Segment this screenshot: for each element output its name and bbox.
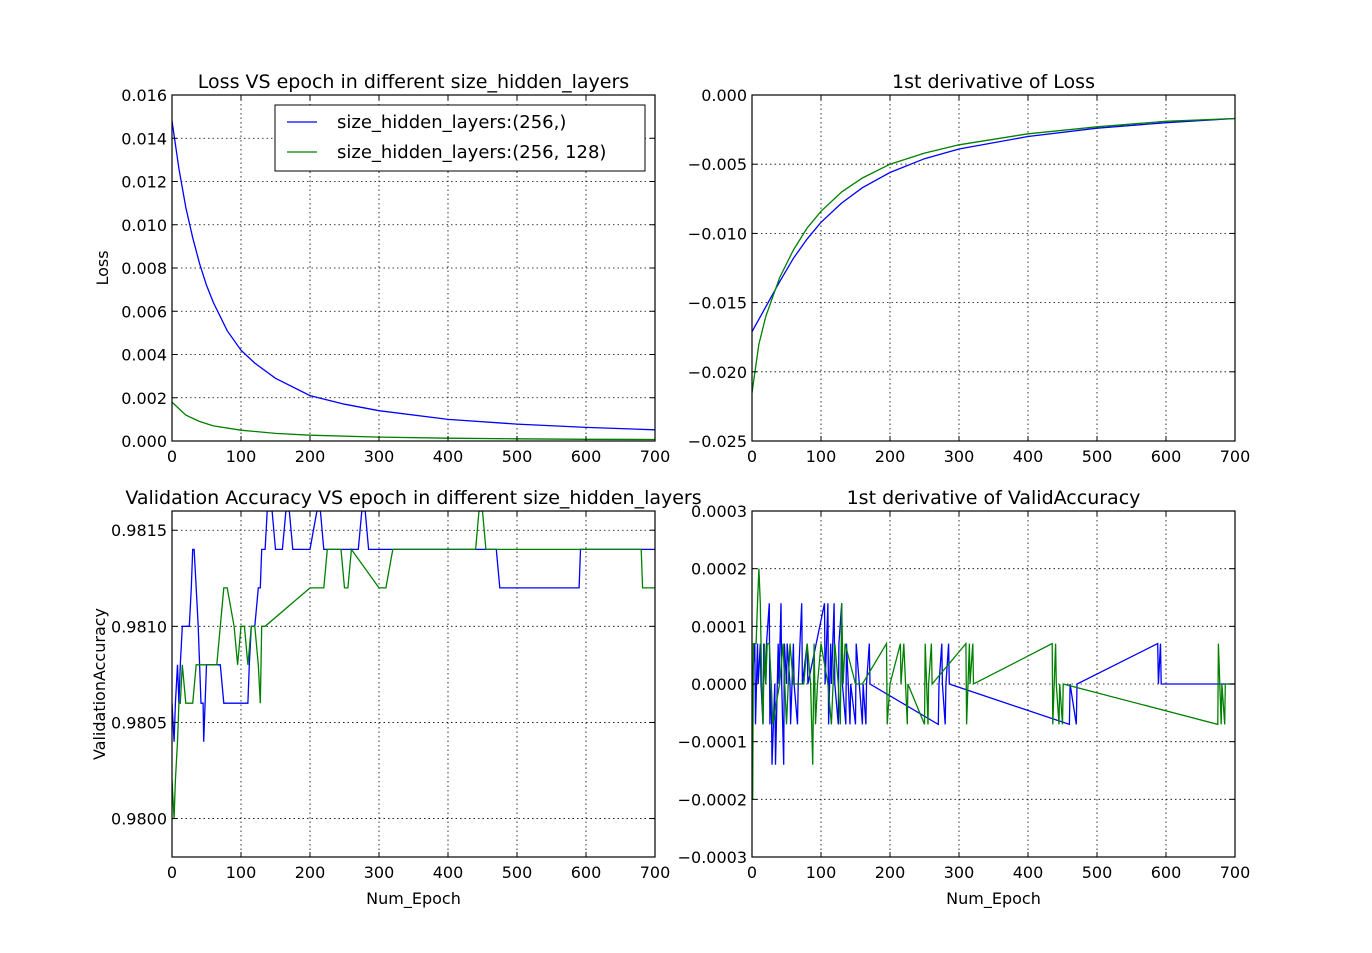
y-tick-label: 0.0001 (691, 617, 747, 636)
x-tick-label: 300 (944, 447, 975, 466)
x-tick-label: 700 (640, 863, 671, 882)
series-line-2 (172, 511, 655, 819)
axes-frame (751, 94, 1236, 442)
y-tick-label: 0.0000 (691, 675, 747, 694)
x-tick-label: 700 (640, 447, 671, 466)
y-tick-label: −0.020 (688, 363, 747, 382)
chart-title: Validation Accuracy VS epoch in differen… (125, 487, 701, 509)
x-tick-label: 300 (364, 863, 395, 882)
series-line-1 (752, 117, 1235, 333)
x-tick-label: 100 (806, 863, 837, 882)
x-tick-label: 400 (433, 863, 464, 882)
x-tick-label: 0 (167, 447, 177, 466)
x-tick-label: 700 (1220, 863, 1251, 882)
y-tick-label: −0.010 (688, 224, 747, 243)
x-tick-label: 0 (747, 863, 757, 882)
y-tick-label: 0.010 (121, 216, 167, 235)
y-tick-label: 0.014 (121, 129, 167, 148)
y-tick-label: 0.012 (121, 173, 167, 192)
x-tick-label: 600 (571, 863, 602, 882)
y-tick-label: 0.016 (121, 86, 167, 105)
legend: size_hidden_layers:(256,) size_hidden_lay… (274, 104, 646, 172)
y-tick-label: 0.9815 (111, 521, 167, 540)
x-tick-label: 400 (1013, 863, 1044, 882)
y-tick-label: 0.0003 (691, 502, 747, 521)
legend-box (274, 104, 646, 172)
x-tick-label: 600 (571, 447, 602, 466)
y-axis-label: ValidationAccuracy (90, 608, 109, 760)
panel-loss-derivative: 0 100 200 300 400 500 600 700 −0.025 −0.020 −0.015… (688, 71, 1250, 466)
axes-frame (171, 510, 656, 858)
x-tick-label: 300 (364, 447, 395, 466)
series-line-2 (172, 401, 655, 441)
series-line-2 (752, 568, 1235, 800)
x-tick-label: 100 (806, 447, 837, 466)
y-tick-label: 0.004 (121, 346, 167, 365)
y-tick-label: 0.002 (121, 389, 167, 408)
x-tick-label: 200 (295, 447, 326, 466)
y-tick-label: 0.000 (121, 432, 167, 451)
legend-label-2: size_hidden_layers:(256, 128) (337, 142, 606, 163)
chart-title: Loss VS epoch in different size_hidden_l… (198, 71, 629, 93)
x-tick-label: 400 (1013, 447, 1044, 466)
series-line-1 (172, 511, 655, 742)
series-line-2 (752, 117, 1235, 393)
y-tick-label: −0.015 (688, 294, 747, 313)
y-tick-label: 0.9800 (111, 810, 167, 829)
x-tick-label: 200 (875, 863, 906, 882)
x-tick-label: 500 (502, 447, 533, 466)
y-tick-label: 0.9805 (111, 713, 167, 732)
x-tick-label: 600 (1151, 863, 1182, 882)
y-tick-label: −0.025 (688, 432, 747, 451)
x-tick-label: 500 (1082, 447, 1113, 466)
y-tick-label: −0.0001 (678, 733, 747, 752)
panel-validation-accuracy-derivative: 0 100 200 300 400 500 600 700 −0.0003 −0.0002 −0.0… (678, 487, 1251, 909)
x-tick-label: 100 (226, 447, 257, 466)
x-tick-label: 0 (167, 863, 177, 882)
legend-label-1: size_hidden_layers:(256,) (337, 112, 566, 133)
y-tick-label: 0.008 (121, 259, 167, 278)
panel-validation-accuracy: 0 100 200 300 400 500 600 700 0.9800 0.9805 0.9810… (90, 487, 702, 909)
x-axis-label: Num_Epoch (366, 889, 461, 909)
series-line-1 (172, 120, 655, 431)
x-tick-label: 400 (433, 447, 464, 466)
x-tick-label: 300 (944, 863, 975, 882)
x-tick-label: 200 (295, 863, 326, 882)
x-tick-label: 200 (875, 447, 906, 466)
panel-loss: 0 100 200 300 400 500 600 700 0.000 0.002 0.004 0.0… (93, 71, 670, 466)
x-tick-label: 600 (1151, 447, 1182, 466)
x-tick-label: 500 (502, 863, 533, 882)
chart-title: 1st derivative of Loss (892, 71, 1095, 93)
x-tick-label: 100 (226, 863, 257, 882)
y-tick-label: 0.006 (121, 302, 167, 321)
y-tick-label: −0.0003 (678, 848, 747, 867)
y-tick-label: −0.005 (688, 155, 747, 174)
y-tick-label: 0.9810 (111, 617, 167, 636)
y-tick-label: −0.0002 (678, 790, 747, 809)
y-tick-label: 0.000 (701, 86, 747, 105)
x-axis-label: Num_Epoch (946, 889, 1041, 909)
x-tick-label: 700 (1220, 447, 1251, 466)
series-line-1 (752, 603, 1235, 765)
y-axis-label: Loss (93, 250, 112, 285)
x-tick-label: 500 (1082, 863, 1113, 882)
y-tick-label: 0.0002 (691, 560, 747, 579)
x-tick-label: 0 (747, 447, 757, 466)
chart-title: 1st derivative of ValidAccuracy (847, 487, 1141, 509)
